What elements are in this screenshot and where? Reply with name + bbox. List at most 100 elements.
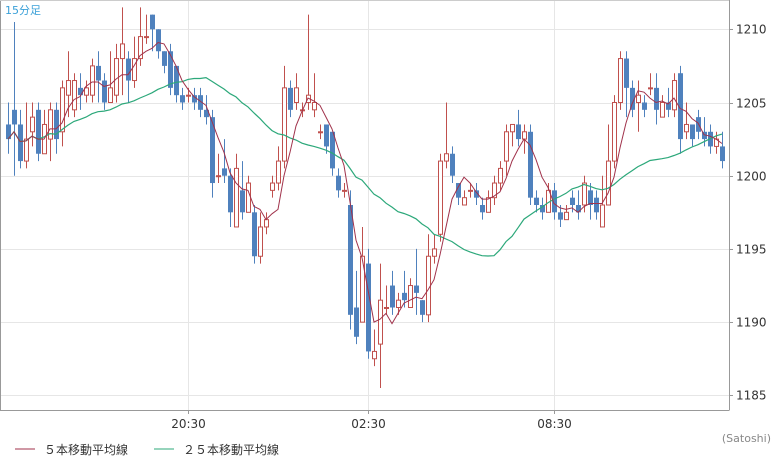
candle: [684, 102, 689, 140]
candle-body: [276, 160, 281, 184]
candle: [108, 51, 113, 103]
candle: [288, 80, 293, 118]
candle: [78, 73, 83, 110]
candle: [462, 190, 467, 206]
candle-body: [264, 219, 269, 228]
candle: [42, 109, 47, 155]
candle: [354, 270, 359, 345]
candle: [414, 248, 419, 315]
candle-body: [564, 211, 569, 221]
candle: [336, 168, 341, 198]
legend-ma25-label: ２５本移動平均線: [183, 442, 279, 457]
candle-body: [96, 65, 101, 81]
candle-body: [162, 51, 167, 66]
candle-body: [48, 109, 53, 140]
candle: [234, 153, 239, 228]
candle-body: [420, 300, 425, 315]
candle-body: [330, 131, 335, 169]
candle: [36, 102, 41, 162]
candle: [318, 124, 323, 140]
candle: [240, 161, 245, 220]
candle-body: [390, 285, 395, 308]
candle-body: [372, 350, 377, 360]
candle: [666, 87, 671, 118]
candle: [624, 51, 629, 118]
candle-body: [384, 307, 389, 309]
candle: [672, 73, 677, 118]
candle: [618, 51, 623, 110]
candle-body: [12, 109, 17, 125]
candle: [540, 197, 545, 220]
candle-body: [198, 95, 203, 110]
candle-body: [606, 160, 611, 206]
candle-body: [258, 226, 263, 257]
candle-body: [432, 248, 437, 257]
candle-body: [402, 292, 407, 301]
candle-body: [270, 182, 275, 191]
candle-body: [132, 58, 137, 82]
time-tick-label: 08:30: [537, 417, 572, 431]
legend: ５本移動平均線 ２５本移動平均線: [15, 442, 279, 457]
candle-body: [36, 109, 41, 154]
candle: [282, 65, 287, 169]
candle: [150, 14, 155, 52]
candle-body: [144, 36, 149, 39]
candle: [252, 205, 257, 264]
candle-body: [246, 182, 251, 213]
candle-body: [54, 109, 59, 140]
candle-body: [516, 124, 521, 140]
candle: [576, 190, 581, 220]
candle-body: [228, 175, 233, 213]
candle: [516, 109, 521, 147]
candle: [138, 7, 143, 66]
candle-body: [204, 109, 209, 118]
candle: [60, 80, 65, 147]
candle-body: [288, 87, 293, 110]
candle: [324, 124, 329, 154]
candle: [72, 73, 77, 118]
price-tick-label: 1185: [736, 389, 767, 403]
candle: [276, 146, 281, 191]
candle-body: [414, 285, 419, 293]
candle-body: [594, 197, 599, 213]
candle: [378, 263, 383, 389]
ma25-line: [7, 76, 723, 257]
candle: [600, 175, 605, 228]
candle: [492, 175, 497, 205]
time-tick-label: 20:30: [171, 417, 206, 431]
candle: [558, 205, 563, 227]
price-tick-label: 1205: [736, 97, 767, 111]
candle: [390, 270, 395, 315]
candle: [24, 102, 29, 169]
candle-body: [570, 197, 575, 205]
candle: [594, 190, 599, 220]
candle: [690, 124, 695, 147]
candle: [564, 205, 569, 221]
candle: [204, 95, 209, 125]
candle: [294, 73, 299, 110]
candle-body: [84, 87, 89, 96]
candle-body: [6, 124, 11, 140]
candle-body: [396, 299, 401, 308]
candle: [480, 197, 485, 220]
candle-body: [348, 205, 353, 315]
candle: [468, 183, 473, 198]
candle-body: [552, 190, 557, 213]
time-tick-label: 02:30: [351, 417, 386, 431]
candle-body: [354, 307, 359, 337]
candle-body: [576, 205, 581, 213]
candle: [258, 212, 263, 264]
candle: [222, 139, 227, 184]
candle-body: [630, 87, 635, 110]
candle-body: [18, 124, 23, 162]
candle: [246, 175, 251, 213]
timeframe-label: 15分足: [5, 4, 41, 17]
candle: [588, 183, 593, 220]
candle-body: [690, 124, 695, 140]
candle: [660, 95, 665, 118]
legend-ma5-label: ５本移動平均線: [44, 442, 128, 457]
candle-body: [210, 117, 215, 184]
candle-body: [72, 80, 77, 111]
candle-body: [294, 87, 299, 103]
candle: [438, 153, 443, 242]
